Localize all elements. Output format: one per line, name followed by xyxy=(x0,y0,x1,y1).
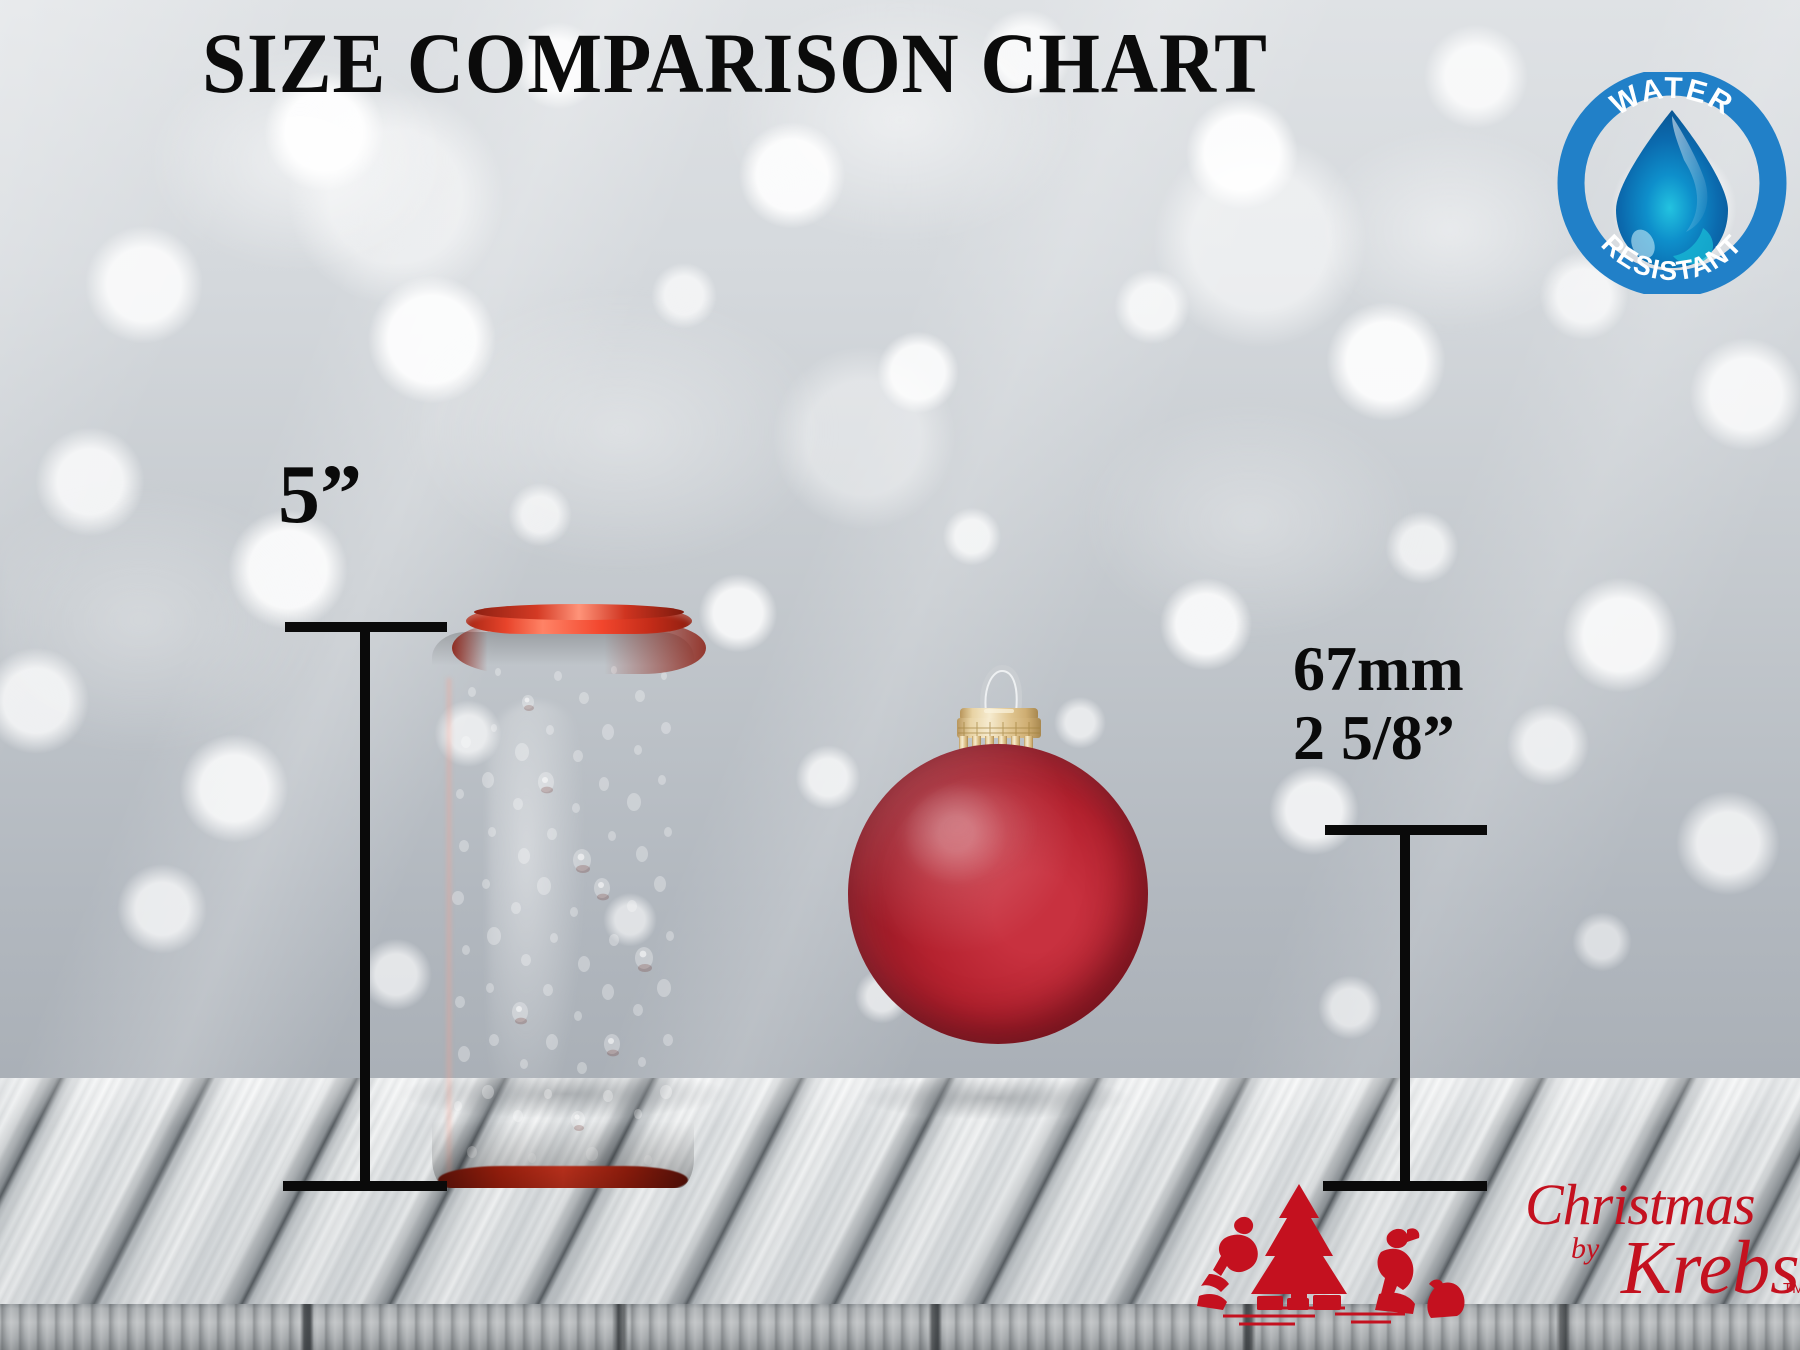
bracket-bottom-tick xyxy=(283,1181,447,1191)
can-highlight xyxy=(488,702,584,1132)
brand-wordmark: Christmas by Krebs TM© xyxy=(1525,1176,1800,1310)
brand-name-krebs: Krebs xyxy=(1621,1226,1800,1310)
measurement-label-can: 5” xyxy=(278,448,362,541)
can-side-crease xyxy=(446,678,452,1178)
water-resistant-badge: WATER RESISTANT xyxy=(1553,72,1791,294)
table-front-edge xyxy=(0,1304,1800,1350)
can-rim-lip xyxy=(474,604,684,620)
can-body xyxy=(432,632,694,1188)
measurement-label-ornament: 67mm 2 5/8” xyxy=(1293,636,1464,771)
ornament-gold-cap xyxy=(954,706,1044,754)
ornament-wire-hook xyxy=(972,662,1026,712)
red-soda-can xyxy=(432,604,706,1188)
measurement-label-ornament-mm: 67mm xyxy=(1293,633,1464,704)
table-edge-grain xyxy=(0,1304,1800,1350)
can-neck xyxy=(448,604,706,674)
brand-logo: Christmas by Krebs TM© xyxy=(1195,1176,1800,1343)
brand-trademark: TM© xyxy=(1783,1280,1800,1297)
ornament-sphere xyxy=(848,744,1148,1044)
christmas-tree-silhouette-icon xyxy=(1197,1184,1465,1326)
red-ball-ornament xyxy=(838,640,1158,1190)
brand-name-by: by xyxy=(1571,1232,1600,1265)
can-bottom-edge xyxy=(438,1166,688,1188)
measurement-label-ornament-inches: 2 5/8” xyxy=(1293,702,1455,774)
bracket-bottom-tick xyxy=(1323,1181,1487,1191)
page-title: SIZE COMPARISON CHART xyxy=(202,15,1268,111)
brand-name-christmas: Christmas xyxy=(1525,1172,1756,1237)
bracket-vertical-line xyxy=(360,622,370,1191)
bracket-vertical-line xyxy=(1400,825,1410,1191)
badge-ring xyxy=(1557,72,1787,294)
can-condensation-droplets xyxy=(432,632,694,1188)
water-droplet-icon xyxy=(1616,110,1728,268)
